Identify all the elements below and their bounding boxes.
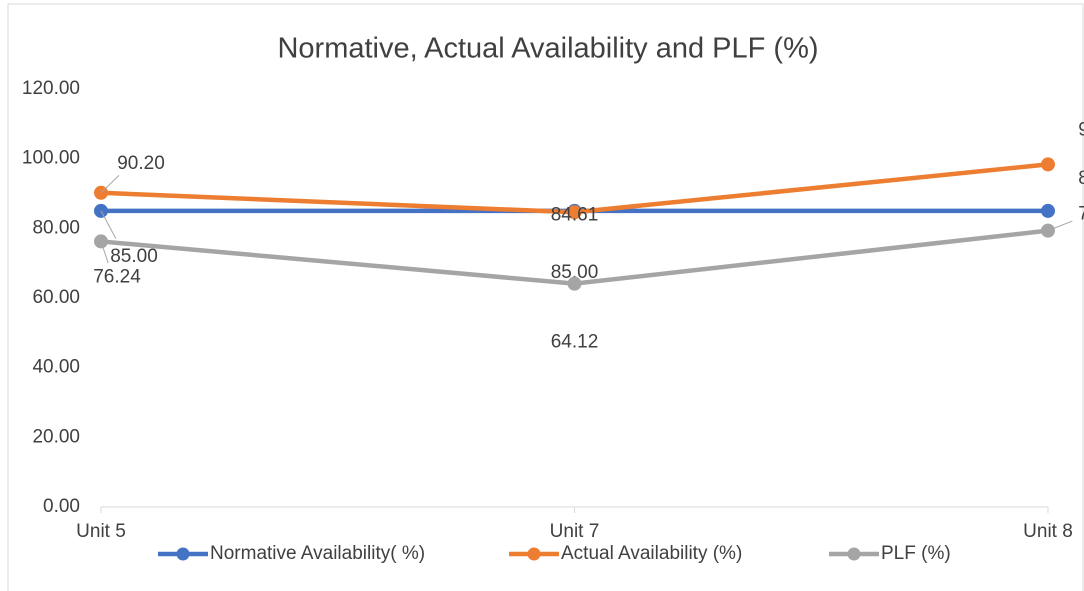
data-label: 85.00 — [551, 262, 599, 283]
marker — [1041, 203, 1055, 218]
chart-border — [7, 3, 1084, 591]
y-tick-label: 0.00 — [43, 496, 80, 517]
marker — [1041, 157, 1055, 172]
x-tick-label: Unit 7 — [550, 521, 600, 542]
data-label: 76.24 — [93, 266, 141, 287]
data-label: 79.34 — [1078, 204, 1084, 225]
y-tick-label: 120.00 — [22, 78, 80, 99]
y-tick-label: 80.00 — [32, 217, 80, 238]
data-label: 98.35 — [1078, 119, 1084, 140]
data-label: 84.61 — [551, 204, 599, 225]
y-tick-label: 60.00 — [32, 287, 80, 308]
legend-label: Normative Availability( %) — [210, 543, 425, 564]
data-label: 64.12 — [551, 332, 599, 353]
chart-title: Normative, Actual Availability and PLF (… — [277, 33, 818, 65]
legend-marker — [176, 547, 190, 561]
x-tick-label: Unit 5 — [76, 521, 126, 542]
data-label: 85.00 — [110, 246, 158, 267]
data-label: 90.20 — [117, 153, 165, 174]
leader-line — [100, 175, 120, 194]
y-tick-label: 40.00 — [32, 357, 80, 378]
leader-line — [100, 241, 109, 264]
y-tick-label: 20.00 — [32, 426, 80, 447]
marker — [567, 276, 582, 291]
leader-line — [100, 210, 117, 239]
marker — [567, 205, 582, 220]
legend-marker — [527, 547, 541, 561]
y-tick-label: 100.00 — [22, 148, 80, 169]
x-tick-label: Unit 8 — [1023, 521, 1073, 542]
legend-label: PLF (%) — [881, 543, 951, 564]
leader-line — [1047, 220, 1073, 232]
data-label: 85.00 — [1078, 168, 1084, 189]
legend-marker — [847, 547, 861, 561]
legend-label: Actual Availability (%) — [561, 543, 742, 564]
